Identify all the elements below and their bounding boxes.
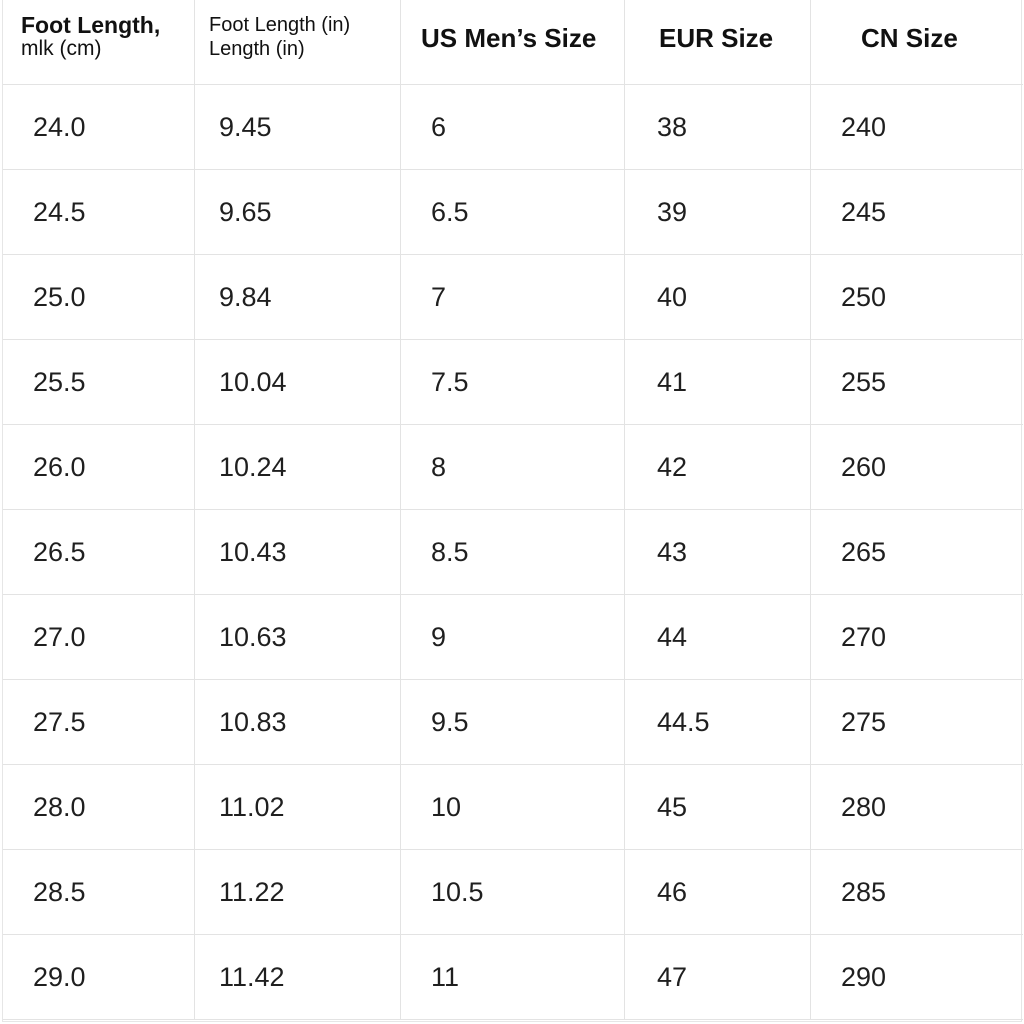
cell-cn-size: 250 xyxy=(811,255,1023,340)
cell-foot-length-cm: 28.0 xyxy=(3,765,195,850)
header-foot-length-in: Foot Length (in) Length (in) xyxy=(195,0,401,85)
cell-cn-size: 290 xyxy=(811,935,1023,1020)
cell-eur-size: 42 xyxy=(625,425,811,510)
cell-eur-size: 45 xyxy=(625,765,811,850)
cell-foot-length-cm: 27.0 xyxy=(3,595,195,680)
cell-eur-size: 39 xyxy=(625,170,811,255)
cell-foot-length-in: 11.22 xyxy=(195,850,401,935)
header-label-line1: Foot Length, xyxy=(21,12,161,38)
cell-foot-length-cm: 28.5 xyxy=(3,850,195,935)
cell-foot-length-cm: 25.5 xyxy=(3,340,195,425)
cell-cn-size: 285 xyxy=(811,850,1023,935)
cell-eur-size: 44.5 xyxy=(625,680,811,765)
cell-foot-length-cm: 26.5 xyxy=(3,510,195,595)
cell-foot-length-cm: 24.0 xyxy=(3,85,195,170)
header-label: CN Size xyxy=(861,22,958,53)
cell-us-mens-size: 7 xyxy=(401,255,625,340)
cell-foot-length-cm: 29.0 xyxy=(3,935,195,1020)
cell-foot-length-cm: 25.0 xyxy=(3,255,195,340)
cell-foot-length-in: 11.02 xyxy=(195,765,401,850)
cell-us-mens-size: 9.5 xyxy=(401,680,625,765)
header-eur-size: EUR Size xyxy=(625,0,811,85)
cell-foot-length-cm: 26.0 xyxy=(3,425,195,510)
cell-eur-size: 41 xyxy=(625,340,811,425)
cell-eur-size: 40 xyxy=(625,255,811,340)
cell-cn-size: 240 xyxy=(811,85,1023,170)
header-foot-length-cm: Foot Length, mlk (cm) xyxy=(3,0,195,85)
cell-eur-size: 47 xyxy=(625,935,811,1020)
cell-cn-size: 245 xyxy=(811,170,1023,255)
cell-cn-size: 265 xyxy=(811,510,1023,595)
cell-foot-length-in: 10.43 xyxy=(195,510,401,595)
cell-cn-size: 270 xyxy=(811,595,1023,680)
cell-cn-size: 280 xyxy=(811,765,1023,850)
cell-foot-length-in: 10.04 xyxy=(195,340,401,425)
cell-foot-length-in: 9.84 xyxy=(195,255,401,340)
cell-cn-size: 255 xyxy=(811,340,1023,425)
cell-foot-length-in: 9.65 xyxy=(195,170,401,255)
cell-us-mens-size: 10.5 xyxy=(401,850,625,935)
cell-us-mens-size: 11 xyxy=(401,935,625,1020)
cell-foot-length-in: 10.24 xyxy=(195,425,401,510)
cell-us-mens-size: 8.5 xyxy=(401,510,625,595)
cell-us-mens-size: 8 xyxy=(401,425,625,510)
header-cn-size: CN Size xyxy=(811,0,1023,85)
cell-us-mens-size: 7.5 xyxy=(401,340,625,425)
cell-cn-size: 260 xyxy=(811,425,1023,510)
cell-foot-length-in: 10.83 xyxy=(195,680,401,765)
cell-eur-size: 46 xyxy=(625,850,811,935)
cell-foot-length-cm: 24.5 xyxy=(3,170,195,255)
cell-eur-size: 44 xyxy=(625,595,811,680)
cell-us-mens-size: 6.5 xyxy=(401,170,625,255)
cell-foot-length-in: 9.45 xyxy=(195,85,401,170)
cell-cn-size: 275 xyxy=(811,680,1023,765)
cell-eur-size: 38 xyxy=(625,85,811,170)
header-label: EUR Size xyxy=(659,22,774,53)
cell-us-mens-size: 9 xyxy=(401,595,625,680)
cell-us-mens-size: 6 xyxy=(401,85,625,170)
cell-foot-length-cm: 27.5 xyxy=(3,680,195,765)
cell-eur-size: 43 xyxy=(625,510,811,595)
cell-us-mens-size: 10 xyxy=(401,765,625,850)
cell-foot-length-in: 10.63 xyxy=(195,595,401,680)
header-label-line1: Foot Length (in) xyxy=(209,14,351,36)
header-label: US Men’s Size xyxy=(421,22,597,53)
header-us-mens-size: US Men’s Size xyxy=(401,0,625,85)
cell-foot-length-in: 11.42 xyxy=(195,935,401,1020)
header-label-line2: mlk (cm) xyxy=(21,37,102,60)
header-label-line2: Length (in) xyxy=(209,38,305,60)
